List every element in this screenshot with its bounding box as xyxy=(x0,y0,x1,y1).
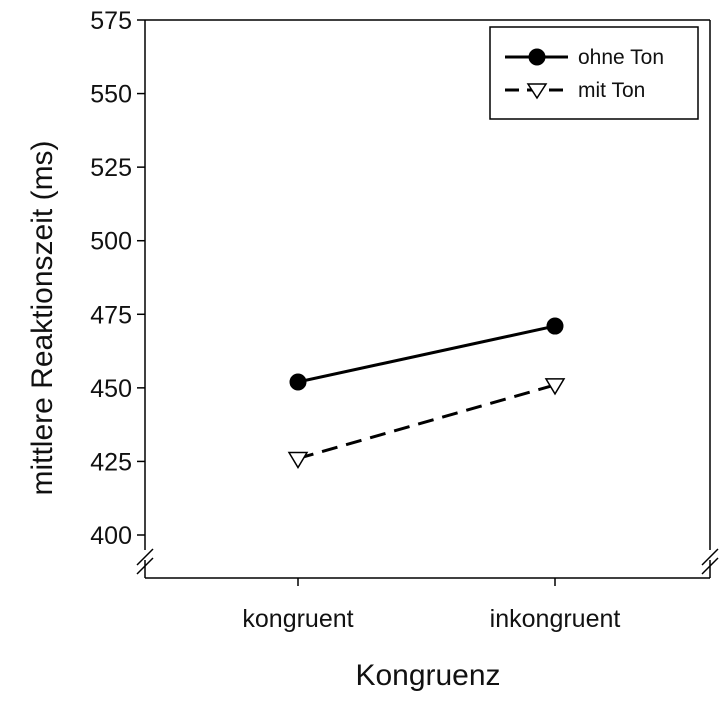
y-tick-label: 425 xyxy=(90,448,132,476)
legend-box xyxy=(489,26,699,120)
series-line-ohne-ton xyxy=(297,324,556,384)
axes xyxy=(136,19,719,579)
y-tick-label: 450 xyxy=(90,375,132,403)
legend-label-mit-ton: mit Ton xyxy=(578,79,645,102)
data-point-mit-ton xyxy=(544,378,566,396)
y-tick-label: 525 xyxy=(90,154,132,182)
y-tick-label: 500 xyxy=(90,228,132,256)
axis-break-mark-right-2 xyxy=(701,557,719,575)
x-axis-ticks: kongruent inkongruent xyxy=(242,578,620,633)
x-tick-label: kongruent xyxy=(242,605,353,633)
data-point-ohne-ton xyxy=(546,317,564,335)
x-tick-label: inkongruent xyxy=(490,605,621,633)
data-point-ohne-ton xyxy=(289,373,307,391)
y-axis-ticks: 400 425 450 475 500 525 550 575 xyxy=(90,7,145,550)
y-tick-label: 550 xyxy=(90,81,132,109)
legend-marker-mit-ton xyxy=(526,83,548,100)
legend-label-ohne-ton: ohne Ton xyxy=(578,46,664,69)
y-tick-label: 400 xyxy=(90,522,132,550)
data-series xyxy=(287,317,566,469)
y-tick-label: 475 xyxy=(90,301,132,329)
legend-marker-ohne-ton xyxy=(528,48,546,66)
axis-break-mark-left-2 xyxy=(136,557,154,575)
y-tick-label: 575 xyxy=(90,7,132,35)
x-axis-title: Kongruenz xyxy=(355,659,500,692)
axis-break-mark-right-1 xyxy=(701,548,719,566)
series-line-mit-ton xyxy=(297,383,556,460)
y-axis-title: mittlere Reaktionszeit (ms) xyxy=(26,140,59,495)
data-point-mit-ton xyxy=(287,451,309,469)
legend: ohne Ton mit Ton xyxy=(489,26,699,120)
axis-break-mark-left-1 xyxy=(136,548,154,566)
